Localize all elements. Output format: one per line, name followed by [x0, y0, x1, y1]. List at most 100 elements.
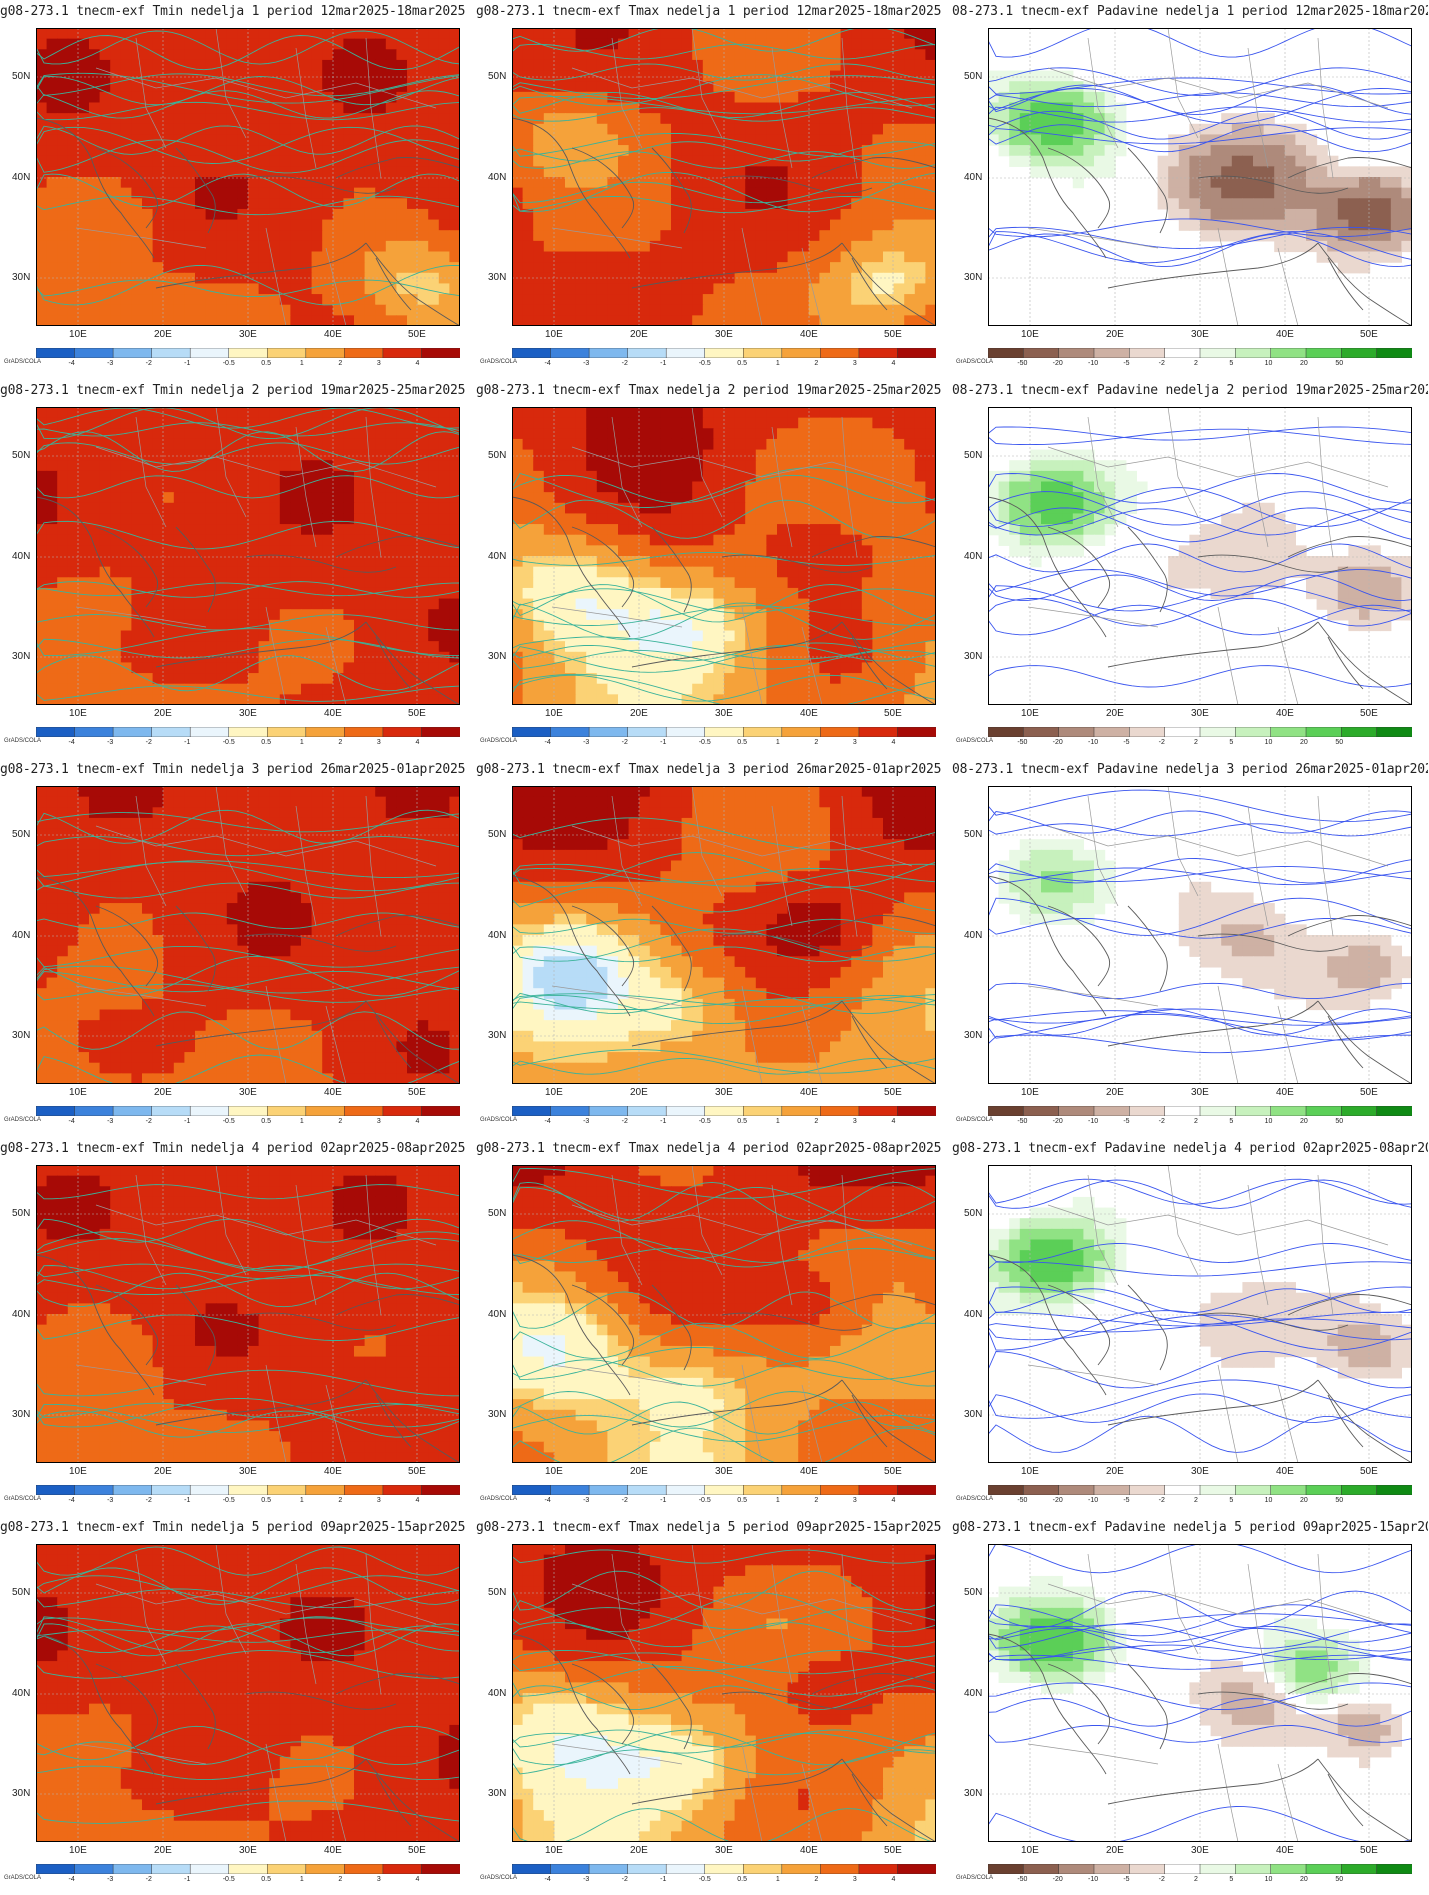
- colorbar-label: -10: [1088, 739, 1099, 746]
- colorbar-label: -3: [107, 1118, 114, 1125]
- colorbar-label: 1: [775, 1876, 780, 1883]
- lon-tick-label: 50E: [408, 708, 426, 719]
- colorbar-label: 0.5: [737, 1876, 747, 1883]
- colorbar-label: -50: [1017, 739, 1028, 746]
- colorbar-label: 1: [299, 360, 304, 367]
- lat-tick-label: 50N: [964, 829, 983, 840]
- map-plot: [512, 786, 936, 1084]
- grads-cola-label: GrADS/COLA: [4, 359, 42, 365]
- colorbar-label: 1: [299, 1876, 304, 1883]
- shaded-field: [512, 28, 936, 326]
- colorbar-label: 5: [1229, 1497, 1234, 1504]
- colorbar-label: -3: [583, 1118, 590, 1125]
- lon-tick-label: 30E: [715, 1087, 733, 1098]
- colorbar-label: -0.5: [222, 1497, 235, 1504]
- colorbar-label: 2: [1194, 739, 1198, 746]
- lat-tick-label: 30N: [488, 1409, 507, 1420]
- lat-tick-label: 40N: [964, 551, 983, 562]
- shaded-field: [36, 1165, 460, 1463]
- colorbar-label: -2: [145, 739, 152, 746]
- lon-tick-label: 40E: [800, 329, 818, 340]
- lon-tick-label: 40E: [800, 708, 818, 719]
- lat-tick-label: 40N: [964, 1688, 983, 1699]
- colorbar-label: 2: [338, 1876, 343, 1883]
- panel-title: g08-273.1 tnecm-exf Tmin nedelja 3 perio…: [0, 762, 466, 777]
- grads-cola-label: GrADS/COLA: [4, 738, 42, 744]
- colorbar-label: -4: [544, 1497, 551, 1504]
- colorbar-label: 1: [299, 739, 304, 746]
- map-plot: [36, 1544, 460, 1842]
- lon-tick-label: 50E: [884, 329, 902, 340]
- lat-tick-label: 40N: [12, 1309, 31, 1320]
- panel-title: g08-273.1 tnecm-exf Padavine nedelja 4 p…: [952, 1141, 1428, 1156]
- colorbar-label: -2: [621, 739, 628, 746]
- colorbar-label: 5: [1229, 360, 1234, 367]
- shaded-field: [512, 407, 936, 705]
- colorbar-label: 3: [376, 1118, 381, 1125]
- grads-cola-label: GrADS/COLA: [4, 1496, 42, 1502]
- lat-tick-label: 50N: [12, 450, 31, 461]
- lat-tick-label: 40N: [12, 172, 31, 183]
- panel-title: g08-273.1 tnecm-exf Tmin nedelja 5 perio…: [0, 1520, 466, 1535]
- colorbar-label: -3: [107, 1497, 114, 1504]
- panel-title: g08-273.1 tnecm-exf Tmin nedelja 2 perio…: [0, 383, 466, 398]
- colorbar-label: -50: [1017, 1876, 1028, 1883]
- lon-tick-label: 10E: [545, 708, 563, 719]
- lat-tick-label: 50N: [488, 1208, 507, 1219]
- colorbar-label: 20: [1300, 739, 1308, 746]
- colorbar-label: -20: [1052, 1876, 1063, 1883]
- colorbar-label: -1: [660, 1118, 667, 1125]
- colorbar-label: -1: [184, 360, 191, 367]
- colorbar-label: -1: [184, 739, 191, 746]
- colorbar-label: -5: [1123, 1497, 1130, 1504]
- colorbar-label: -4: [68, 739, 75, 746]
- colorbar-label: -2: [145, 1118, 152, 1125]
- colorbar-label: -3: [583, 360, 590, 367]
- colorbar-label: 2: [1194, 1876, 1198, 1883]
- colorbar-label: 1: [299, 1497, 304, 1504]
- colorbar-label: -4: [68, 1497, 75, 1504]
- colorbar-label: 2: [338, 360, 343, 367]
- lon-tick-label: 10E: [1021, 708, 1039, 719]
- colorbar: [988, 1864, 1412, 1874]
- map-plot: [988, 786, 1412, 1084]
- lat-tick-label: 50N: [12, 71, 31, 82]
- grads-cola-label: GrADS/COLA: [480, 1875, 518, 1881]
- map-plot: [988, 28, 1412, 326]
- lat-tick-label: 30N: [964, 651, 983, 662]
- colorbar-label: 20: [1300, 360, 1308, 367]
- grads-cola-label: GrADS/COLA: [956, 1117, 994, 1123]
- lon-tick-label: 20E: [1106, 1845, 1124, 1856]
- colorbar-label: 0.5: [737, 739, 747, 746]
- map-plot: [36, 1165, 460, 1463]
- panel-title: g08-273.1 tnecm-exf Tmin nedelja 4 perio…: [0, 1141, 466, 1156]
- lat-tick-label: 30N: [488, 272, 507, 283]
- colorbar-label: 10: [1264, 739, 1273, 746]
- panel-title: g08-273.1 tnecm-exf Tmin nedelja 1 perio…: [0, 4, 466, 19]
- lon-tick-label: 40E: [324, 708, 342, 719]
- colorbar-label: 4: [891, 1876, 896, 1883]
- colorbar-label: 10: [1264, 1497, 1273, 1504]
- colorbar-label: -1: [184, 1876, 191, 1883]
- lon-tick-label: 50E: [1360, 1466, 1378, 1477]
- colorbar-label: 3: [376, 360, 381, 367]
- lon-tick-label: 20E: [1106, 1087, 1124, 1098]
- map-panel-week-1-col-2: 08-273.1 tnecm-exf Padavine nedelja 1 pe…: [952, 0, 1428, 379]
- colorbar-label: -10: [1088, 360, 1099, 367]
- panel-title: g08-273.1 tnecm-exf Padavine nedelja 5 p…: [952, 1520, 1428, 1535]
- map-panel-week-2-col-0: g08-273.1 tnecm-exf Tmin nedelja 2 perio…: [0, 379, 476, 758]
- colorbar-label: 3: [376, 1497, 381, 1504]
- lon-tick-label: 10E: [545, 1845, 563, 1856]
- lon-tick-label: 40E: [1276, 1087, 1294, 1098]
- map-panel-week-2-col-1: g08-273.1 tnecm-exf Tmax nedelja 2 perio…: [476, 379, 952, 758]
- colorbar-label: -4: [544, 1876, 551, 1883]
- map-plot: [988, 1544, 1412, 1842]
- map-plot: [988, 1165, 1412, 1463]
- colorbar-label: -2: [1158, 1497, 1165, 1504]
- lat-tick-label: 50N: [488, 71, 507, 82]
- panel-title: g08-273.1 tnecm-exf Tmax nedelja 5 perio…: [476, 1520, 942, 1535]
- colorbar-label: -3: [107, 1876, 114, 1883]
- colorbar-label: 0.5: [261, 1118, 271, 1125]
- lon-tick-label: 20E: [630, 1845, 648, 1856]
